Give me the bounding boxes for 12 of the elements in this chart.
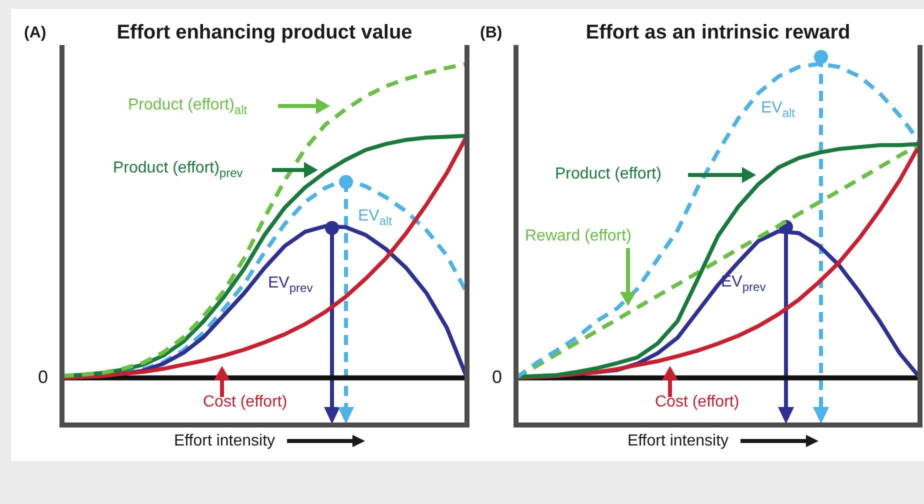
text: 0: [38, 366, 48, 387]
text: (A): [24, 24, 46, 42]
chart-title: Effort as an intrinsic reward: [586, 22, 850, 44]
series-label: Cost (effort): [203, 393, 288, 410]
x-axis-title: Effort intensity: [174, 432, 276, 450]
series-label: Cost (effort): [655, 393, 740, 410]
text: (B): [480, 24, 502, 42]
text: Reward (effort): [525, 227, 632, 244]
text: 0: [492, 366, 502, 387]
x-axis-title: Effort intensity: [627, 432, 729, 450]
legend-label: Product (effort): [555, 165, 662, 182]
chart-title: Effort enhancing product value: [116, 22, 412, 44]
